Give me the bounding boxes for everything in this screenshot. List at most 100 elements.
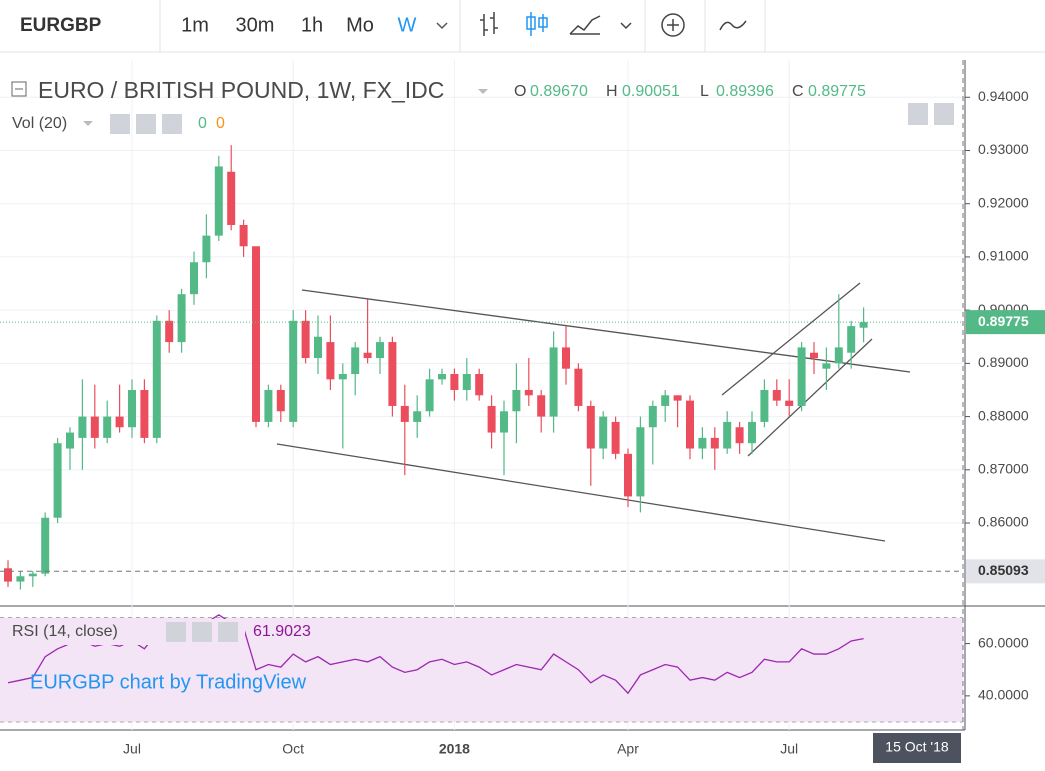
ohlc-value: 0.90051 [622, 83, 680, 100]
candle-body [214, 166, 223, 236]
chart-style-icons[interactable] [480, 12, 632, 36]
chart-title: EURO / BRITISH POUND, 1W, FX_IDC [38, 77, 444, 103]
watermark[interactable]: EURGBP chart by TradingView [30, 671, 307, 693]
ohlc-letter: O [514, 83, 526, 100]
candle-body [227, 171, 236, 225]
candle-body [710, 437, 719, 449]
candle-body [524, 389, 533, 396]
x-tick-label: 2018 [439, 741, 470, 757]
symbol[interactable]: EURGBP [20, 15, 102, 36]
ohlc-letter: C [792, 83, 804, 100]
interval-button[interactable]: 1h [301, 14, 323, 36]
candle-body [413, 411, 422, 422]
rsi-value: 61.9023 [253, 623, 311, 640]
candle-body [41, 517, 50, 574]
rsi-controls[interactable] [166, 622, 238, 642]
candle-body [810, 352, 818, 359]
candle-body [500, 411, 508, 433]
volume-value: 0 [198, 115, 207, 132]
candle-body [797, 347, 806, 406]
candle-body [289, 320, 298, 422]
candle-body [772, 389, 781, 401]
candle-body [822, 363, 831, 369]
candle-body [276, 389, 285, 412]
candle-body [4, 568, 12, 582]
candle-body [239, 224, 248, 247]
y-tick-label: 40.0000 [978, 687, 1029, 703]
candle-body [834, 347, 843, 364]
candle-body [425, 379, 434, 412]
y-tick-label: 0.93000 [978, 141, 1029, 157]
interval-button[interactable]: W [398, 14, 417, 36]
y-tick-label: 0.88000 [978, 407, 1029, 423]
candle-body [66, 432, 74, 449]
candle-body [301, 320, 310, 359]
y-tick-label: 0.87000 [978, 461, 1029, 477]
candle-body [28, 573, 37, 577]
candle-body [512, 389, 521, 412]
candle-body [537, 395, 546, 417]
candle-body [748, 421, 756, 444]
candle-body [326, 342, 335, 380]
volume-dropdown[interactable] [83, 121, 93, 126]
ohlc-value: 0.89775 [808, 83, 866, 100]
volume-label: Vol (20) [12, 115, 67, 132]
candle-body [115, 416, 124, 428]
candle-body [78, 416, 87, 438]
interval-dropdown[interactable] [436, 22, 448, 30]
y-tick-label: 60.0000 [978, 634, 1029, 650]
candle-body [636, 427, 645, 497]
y-tick-label: 0.89000 [978, 354, 1029, 370]
interval-button[interactable]: 30m [236, 14, 275, 36]
candle-body [599, 416, 608, 449]
candle-body [611, 421, 620, 454]
candle-body [586, 405, 595, 449]
candle-body [549, 347, 558, 417]
title-dropdown[interactable] [478, 89, 488, 94]
candle-body [103, 416, 112, 438]
candle-body [450, 374, 459, 390]
candle-body [351, 347, 360, 375]
candle-body [673, 395, 682, 401]
candle-body [177, 294, 186, 343]
volume-controls[interactable] [110, 114, 182, 134]
candle-body [152, 320, 161, 438]
level-label: 0.85093 [978, 562, 1029, 578]
y-tick-label: 0.94000 [978, 88, 1029, 104]
candle-body [338, 374, 347, 380]
candle-body [574, 368, 583, 406]
candle-body [760, 389, 769, 422]
candle-body [785, 400, 794, 406]
ohlc-letter: H [606, 83, 618, 100]
candle-body [128, 389, 136, 428]
collapse-button[interactable] [11, 81, 27, 97]
candle-body [363, 352, 372, 359]
candle-body [686, 400, 694, 449]
interval-button[interactable]: 1m [181, 14, 209, 36]
candle-body [462, 374, 471, 390]
candle-body [562, 347, 570, 369]
interval-button[interactable]: Mo [346, 14, 374, 36]
candle-body [314, 336, 322, 359]
candle-body [859, 322, 868, 328]
toolbar-actions[interactable] [661, 13, 747, 37]
candle-body [16, 576, 25, 582]
candle-body [624, 453, 632, 497]
candle-body [438, 374, 446, 380]
ohlc-letter: L [700, 83, 709, 100]
last-price-tag [966, 310, 1045, 335]
scroll-buttons[interactable] [908, 103, 954, 125]
candle-body [847, 326, 856, 353]
candle-body [661, 395, 670, 406]
x-tick-label: Jul [780, 741, 798, 757]
candle-body [165, 320, 174, 343]
candle-body [648, 405, 657, 428]
y-tick-label: 0.86000 [978, 514, 1029, 530]
volume-value: 0 [216, 115, 225, 132]
candle-body [400, 405, 409, 422]
x-tick-label: Jul [123, 741, 141, 757]
candle-body [190, 262, 198, 295]
toolbar-separators [159, 0, 766, 52]
cursor-tag [873, 733, 961, 763]
